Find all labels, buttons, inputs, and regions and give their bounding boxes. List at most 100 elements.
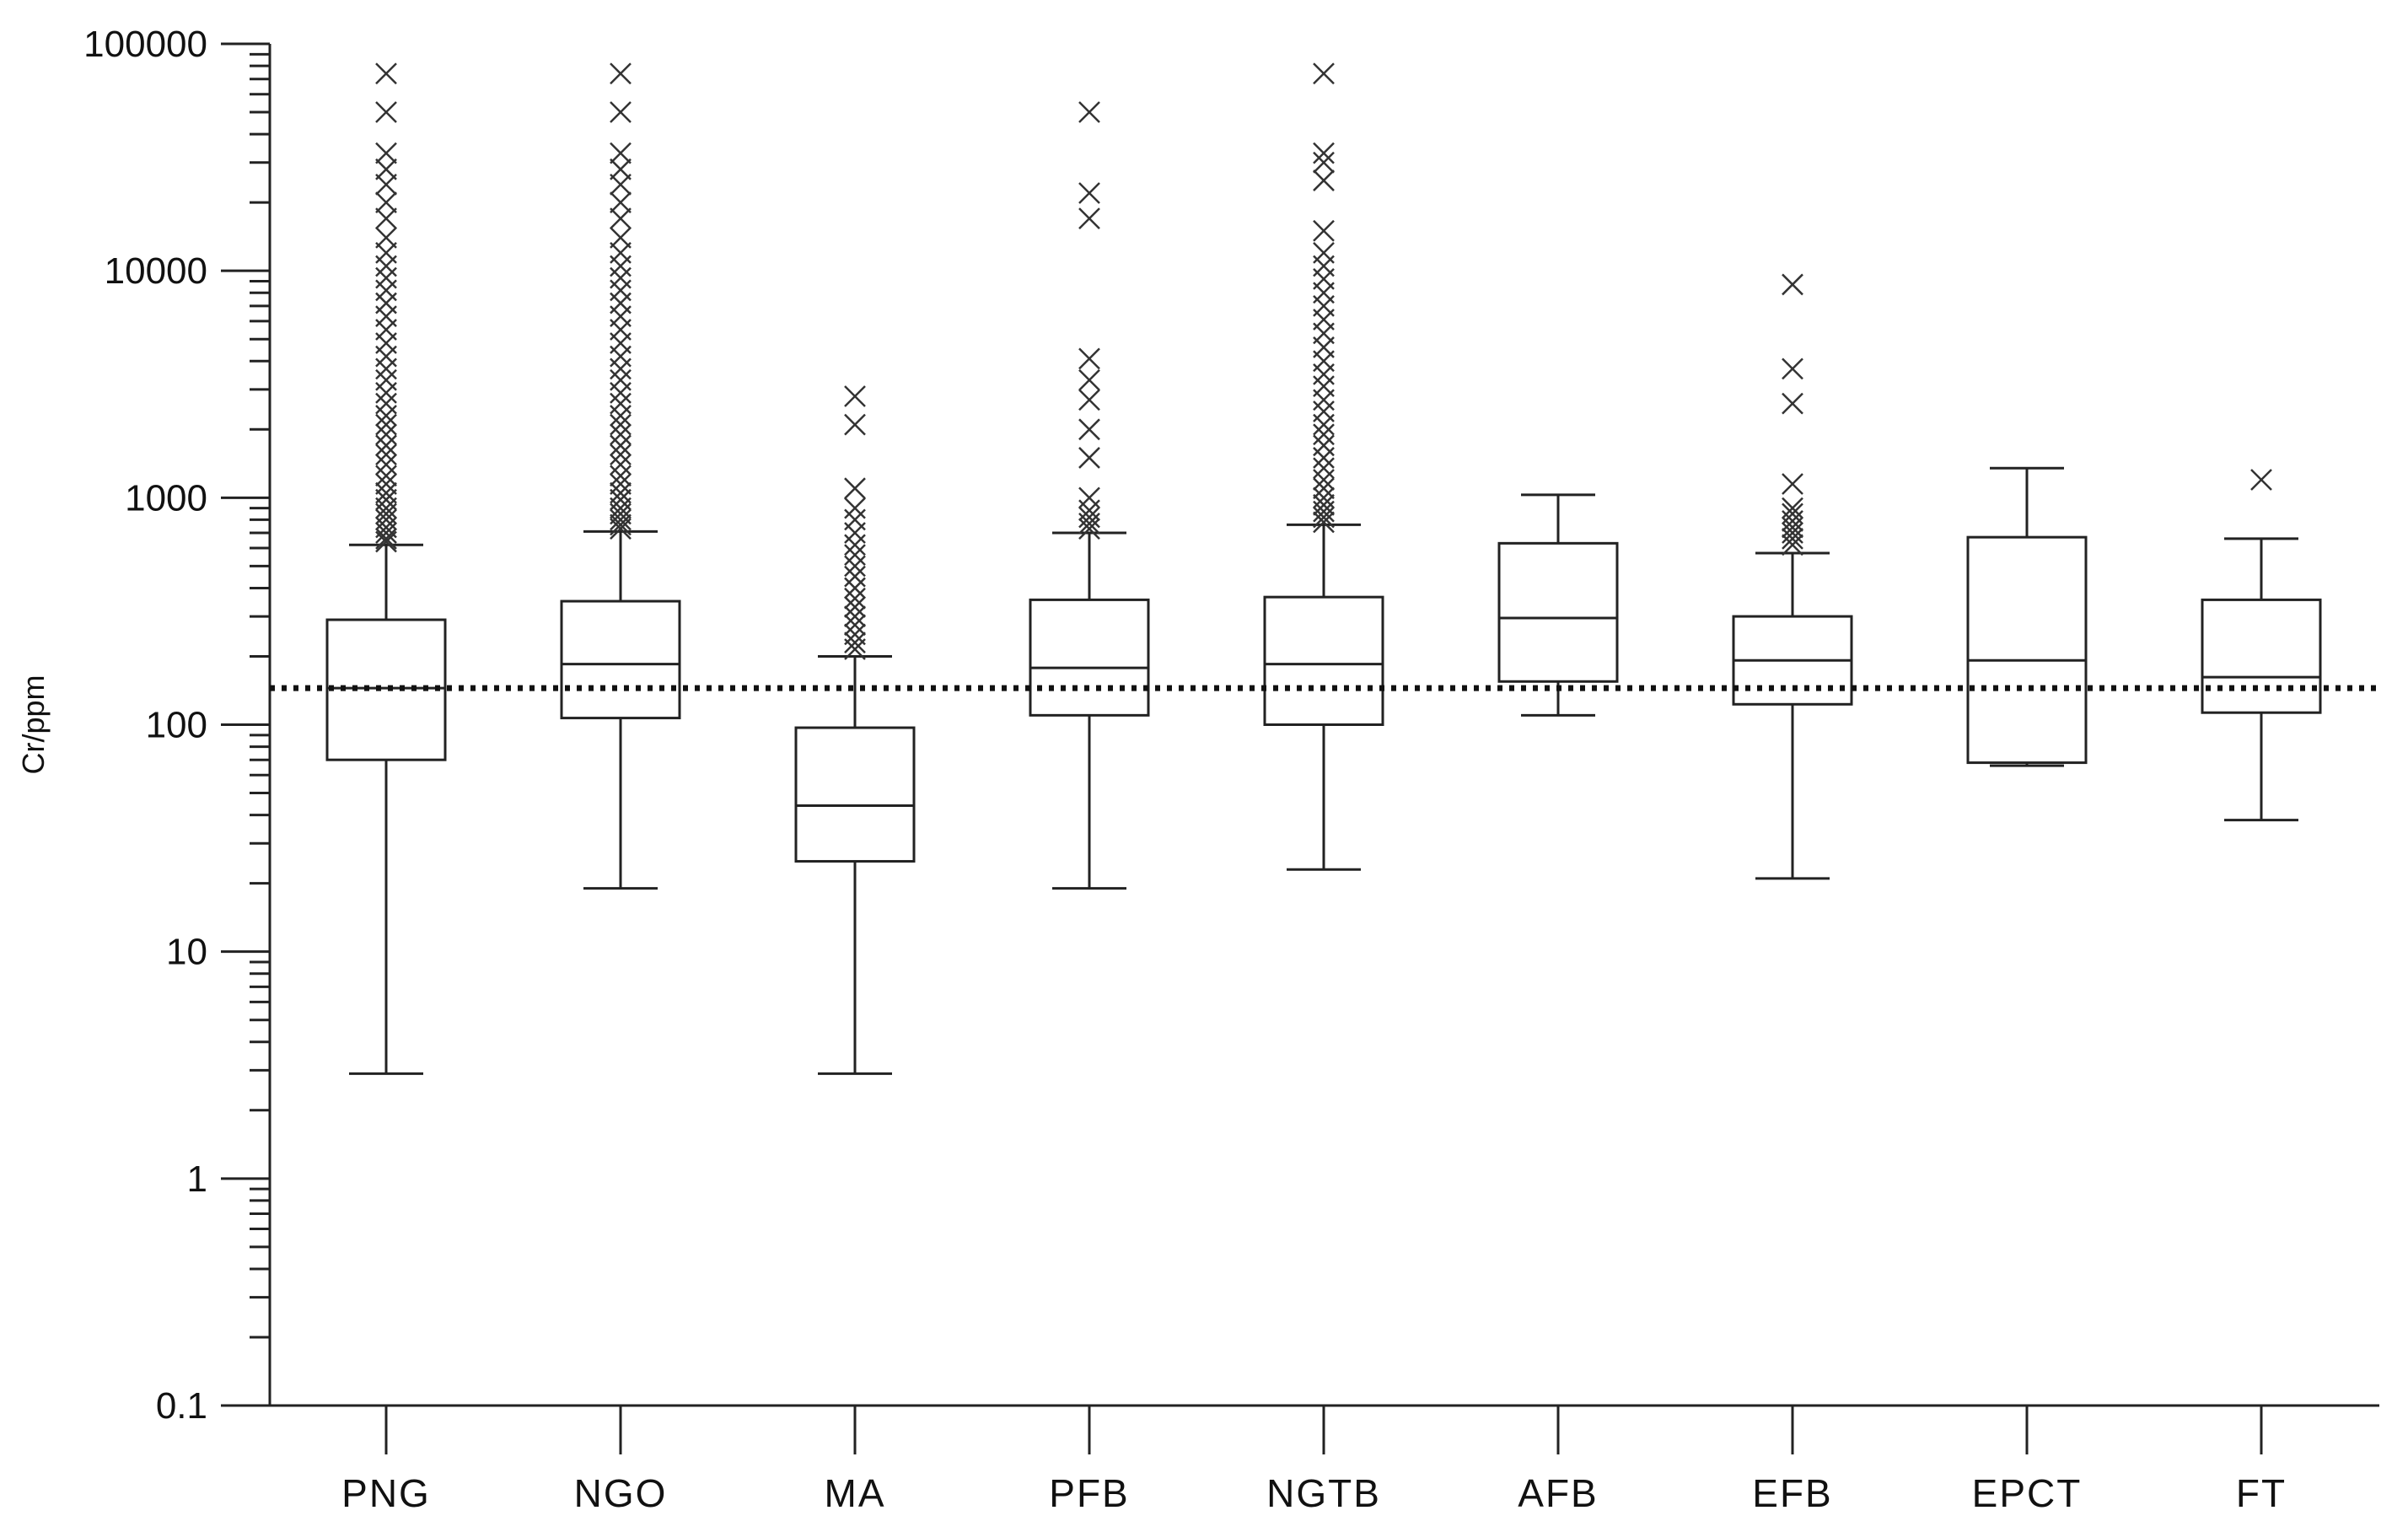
iqr-box — [560, 599, 681, 720]
outlier-point — [1782, 497, 1803, 519]
outlier-point — [610, 434, 632, 457]
outlier-point — [610, 481, 632, 504]
outlier-point — [610, 454, 632, 476]
box-ft — [2201, 469, 2322, 822]
outlier-point — [610, 465, 632, 487]
outlier-point — [375, 413, 397, 436]
outlier-point — [844, 497, 866, 519]
outlier-point — [610, 62, 632, 85]
outlier-point — [610, 266, 632, 289]
outlier-point — [2250, 469, 2272, 491]
outlier-point — [610, 513, 632, 536]
outlier-point — [844, 508, 866, 531]
outlier-point — [1078, 447, 1100, 469]
outlier-point — [844, 577, 866, 599]
outlier-point — [375, 279, 397, 302]
outlier-point — [1078, 368, 1100, 391]
outlier-point — [844, 623, 866, 646]
outlier-point — [375, 62, 397, 85]
outlier-point — [375, 142, 397, 164]
outlier-point — [610, 279, 632, 302]
outlier-point — [375, 226, 397, 249]
outlier-point — [610, 443, 632, 465]
outlier-point — [610, 423, 632, 446]
outlier-point — [610, 488, 632, 511]
x-tick-label-epct: EPCT — [1972, 1471, 2083, 1515]
outlier-point — [1782, 534, 1803, 556]
outlier-point — [844, 614, 866, 637]
outlier-point — [375, 405, 397, 427]
x-tick-label-ft: FT — [2236, 1471, 2287, 1515]
iqr-box — [794, 726, 916, 863]
outlier-point — [1782, 473, 1803, 495]
outlier-point — [1078, 486, 1100, 509]
outlier-point — [1313, 434, 1335, 457]
outlier-point — [610, 101, 632, 123]
y-axis: 0.1 1 10 100 1000 10000 100000 — [83, 24, 271, 1427]
outlier-point — [1078, 506, 1100, 529]
outlier-point — [610, 207, 632, 230]
outlier-point — [1782, 357, 1803, 380]
outlier-point — [610, 158, 632, 180]
outlier-point — [375, 241, 397, 264]
outlier-point — [375, 158, 397, 180]
outlier-point — [1078, 101, 1100, 123]
x-tick-label-afb: AFB — [1518, 1471, 1598, 1515]
outlier-point — [844, 605, 866, 627]
outlier-point — [375, 443, 397, 465]
outlier-point — [1313, 511, 1335, 534]
outlier-point — [375, 481, 397, 504]
outlier-point — [1782, 392, 1803, 415]
outlier-point — [844, 565, 866, 588]
outlier-point — [375, 101, 397, 123]
y-tick-label: 10 — [166, 932, 207, 973]
outlier-point — [844, 544, 866, 566]
box-efb — [1732, 273, 1853, 880]
box-ngo — [560, 62, 681, 890]
outlier-point — [1313, 400, 1335, 422]
outlier-point — [375, 423, 397, 446]
iqr-box — [1966, 535, 2088, 765]
x-tick-label-efb: EFB — [1752, 1471, 1832, 1515]
y-tick-label: 1 — [187, 1158, 207, 1200]
x-tick-label-ma: MA — [825, 1471, 886, 1515]
outlier-point — [610, 173, 632, 196]
outlier-point — [610, 357, 632, 380]
outlier-point — [375, 497, 397, 519]
outlier-point — [375, 434, 397, 457]
outlier-point — [375, 173, 397, 196]
x-axis: PNG NGO MA PFB NGTB AFB EFB EPCT FT — [270, 1404, 2379, 1515]
outlier-point — [1313, 142, 1335, 164]
outlier-point — [1078, 347, 1100, 370]
x-tick-label-ngtb: NGTB — [1266, 1471, 1381, 1515]
outlier-point — [375, 191, 397, 214]
box-afb — [1497, 493, 1619, 717]
outlier-point — [375, 266, 397, 289]
outlier-point — [375, 207, 397, 230]
outlier-point — [1313, 241, 1335, 264]
outlier-point — [844, 385, 866, 407]
outlier-point — [610, 368, 632, 391]
outlier-point — [844, 632, 866, 654]
outlier-point — [1313, 469, 1335, 491]
outlier-point — [844, 413, 866, 436]
outlier-point — [1078, 389, 1100, 411]
outlier-point — [1782, 503, 1803, 525]
outlier-point — [1313, 169, 1335, 191]
outlier-point — [1078, 518, 1100, 540]
outlier-point — [1782, 528, 1803, 550]
box-pfb — [1029, 101, 1150, 890]
iqr-box — [2201, 598, 2322, 714]
outlier-point — [610, 226, 632, 249]
outlier-point — [1078, 182, 1100, 204]
outlier-point — [610, 142, 632, 164]
outlier-point — [375, 357, 397, 380]
outlier-point — [1078, 418, 1100, 441]
outlier-point — [375, 465, 397, 487]
outlier-point — [1313, 447, 1335, 469]
outlier-point — [1078, 207, 1100, 230]
outlier-point — [1313, 62, 1335, 85]
y-tick-label: 10000 — [105, 250, 207, 292]
outlier-point — [844, 534, 866, 556]
outlier-point — [610, 405, 632, 427]
